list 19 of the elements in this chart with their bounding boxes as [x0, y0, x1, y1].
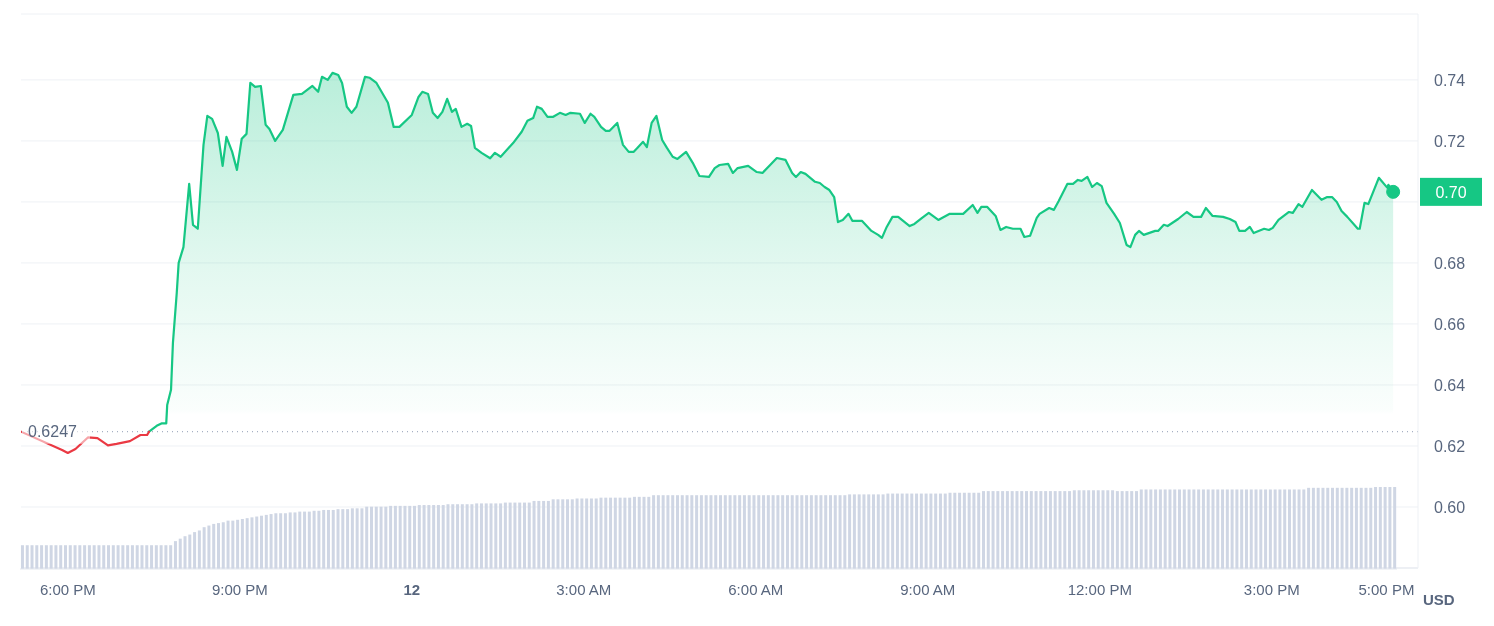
x-tick-label: 3:00 PM: [1243, 580, 1300, 598]
y-tick-label: 0.64: [1434, 376, 1466, 394]
x-tick-label: 9:00 AM: [900, 580, 956, 598]
x-tick-label: 6:00 AM: [728, 580, 784, 598]
y-tick-label: 0.62: [1434, 437, 1466, 455]
x-tick-label: 5:00 PM: [1358, 580, 1415, 598]
annotation: 0.70: [1435, 183, 1467, 201]
y-tick-label: 0.74: [1434, 71, 1466, 89]
x-tick-label: 12:00 PM: [1067, 580, 1132, 598]
y-tick-label: 0.60: [1434, 498, 1466, 516]
y-axis-title: USD: [1423, 591, 1455, 608]
x-tick-label: 9:00 PM: [211, 580, 268, 598]
y-tick-label: 0.72: [1434, 132, 1466, 150]
x-tick-label: 3:00 AM: [556, 580, 612, 598]
y-tick-label: 0.66: [1434, 315, 1466, 333]
y-tick-label: 0.68: [1434, 254, 1466, 272]
x-tick-label: 12: [403, 580, 421, 598]
x-tick-label: 6:00 PM: [39, 580, 96, 598]
ref-line-label: 0.6247: [28, 423, 78, 441]
